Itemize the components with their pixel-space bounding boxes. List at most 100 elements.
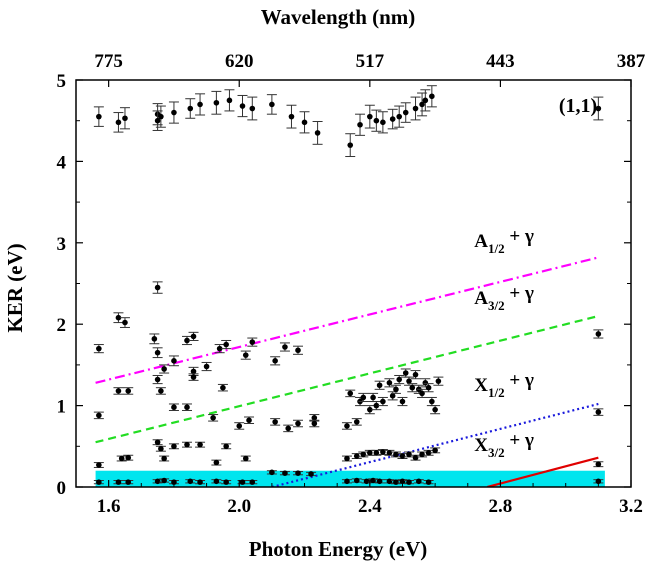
line-a1-2	[95, 256, 599, 384]
data-point-16	[312, 121, 323, 145]
peak-annotation: (1,1)	[559, 95, 597, 117]
data-marker	[187, 105, 194, 112]
data-point-39	[188, 331, 199, 341]
data-marker	[158, 113, 164, 120]
data-point-12	[247, 96, 258, 121]
data-point-75	[374, 380, 385, 390]
data-marker	[96, 412, 102, 419]
data-marker	[184, 404, 190, 411]
data-point-57	[188, 373, 199, 381]
data-marker	[353, 453, 360, 459]
data-marker	[595, 105, 602, 112]
data-marker	[311, 415, 318, 421]
data-marker	[115, 388, 122, 394]
data-point-101	[182, 441, 192, 448]
line-label-tail-2: + γ	[505, 370, 534, 391]
data-marker	[242, 455, 249, 462]
line-label-main-1: A	[474, 288, 488, 309]
data-marker	[223, 341, 229, 348]
data-marker	[393, 451, 399, 458]
data-marker	[425, 479, 432, 485]
data-marker	[429, 93, 435, 100]
line-x1-2	[271, 402, 599, 487]
data-marker	[367, 450, 373, 456]
data-point-97	[152, 439, 163, 446]
data-point-43	[221, 339, 232, 350]
data-point-136	[306, 471, 317, 477]
data-marker	[96, 479, 102, 485]
data-point-60	[234, 422, 245, 430]
data-point-41	[201, 361, 212, 372]
data-point-104	[221, 443, 232, 450]
data-point-135	[293, 470, 303, 476]
line-label-main-0: A	[474, 231, 488, 252]
top-tick-label-3: 443	[486, 51, 515, 72]
data-marker	[115, 119, 122, 126]
data-point-62	[270, 418, 281, 426]
data-marker	[216, 345, 223, 352]
data-point-8	[195, 93, 206, 116]
data-marker	[363, 478, 370, 485]
y-axis-title: KER (eV)	[3, 243, 27, 332]
data-marker	[203, 363, 210, 370]
data-marker	[239, 103, 246, 109]
data-marker	[184, 441, 190, 448]
data-marker	[301, 119, 308, 126]
data-marker	[432, 406, 438, 413]
data-marker	[282, 470, 288, 476]
data-marker	[419, 390, 425, 397]
data-marker	[308, 471, 314, 477]
line-label-sub-0: 1/2	[488, 241, 505, 256]
data-marker	[154, 284, 161, 291]
data-point-79	[390, 384, 401, 394]
data-point-124	[152, 478, 163, 485]
data-point-55	[168, 403, 179, 411]
data-point-128	[195, 479, 206, 485]
data-point-6	[168, 101, 179, 124]
data-point-129	[211, 478, 222, 485]
data-point-30	[93, 344, 104, 354]
data-point-17	[345, 133, 356, 158]
data-point-111	[377, 449, 388, 455]
data-point-90	[426, 396, 437, 407]
data-point-53	[152, 374, 163, 385]
line-label-3: X3/2 + γ	[474, 430, 534, 460]
data-point-95	[116, 455, 127, 462]
data-point-13	[266, 94, 277, 115]
data-point-91	[430, 405, 441, 415]
data-point-51	[113, 387, 124, 395]
data-marker	[125, 479, 132, 485]
model-lines	[95, 256, 599, 487]
data-marker	[311, 420, 318, 427]
data-point-54	[155, 387, 166, 395]
data-marker	[380, 449, 386, 455]
data-marker	[213, 478, 220, 485]
data-marker	[249, 105, 256, 112]
data-marker	[197, 479, 203, 485]
data-marker	[432, 447, 438, 454]
data-marker	[295, 470, 301, 476]
data-point-139	[361, 478, 372, 485]
line-label-0: A1/2 + γ	[474, 226, 534, 256]
data-point-44	[240, 350, 251, 360]
data-point-37	[168, 355, 179, 367]
data-marker	[122, 319, 128, 326]
data-point-130	[221, 479, 232, 485]
data-point-15	[299, 111, 310, 134]
data-point-76	[377, 396, 388, 407]
data-point-80	[394, 374, 405, 385]
data-point-144	[397, 478, 408, 485]
data-marker	[288, 113, 295, 120]
data-point-119	[430, 447, 441, 454]
data-marker	[220, 384, 226, 391]
data-marker	[393, 479, 399, 485]
data-marker	[422, 380, 429, 386]
line-label-sub-1: 3/2	[488, 298, 505, 313]
data-point-85	[410, 370, 421, 380]
data-marker	[171, 479, 177, 485]
data-point-107	[351, 453, 362, 460]
data-point-26	[417, 92, 428, 117]
data-point-32	[119, 317, 130, 328]
line-label-main-3: X	[474, 435, 488, 456]
data-point-121	[93, 479, 104, 485]
